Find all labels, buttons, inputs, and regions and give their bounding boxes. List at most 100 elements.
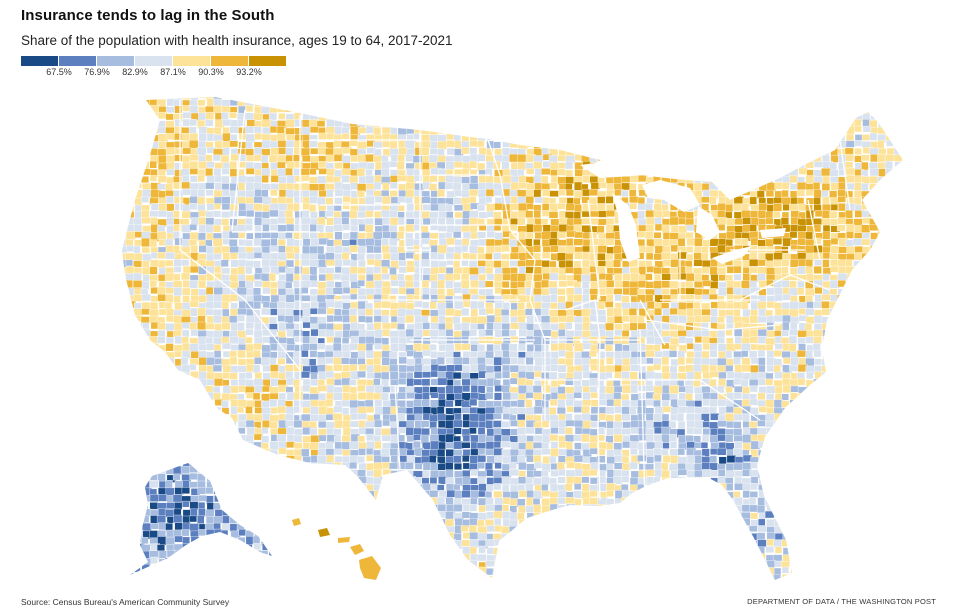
county-cell [901, 406, 903, 416]
county-cell [270, 218, 279, 225]
county-cell [270, 97, 279, 98]
county-cell [405, 288, 416, 296]
county-cell [837, 385, 848, 392]
county-cell [861, 357, 871, 366]
county-cell [470, 378, 479, 386]
county-cell [885, 329, 895, 338]
county-cell [157, 231, 167, 240]
county-cell [189, 300, 200, 308]
county-cell [885, 112, 893, 119]
county-cell [813, 154, 822, 162]
county-cell [278, 189, 287, 198]
county-cell [902, 274, 903, 282]
county-cell [198, 421, 208, 428]
county-cell [438, 104, 449, 114]
county-cell [837, 259, 847, 268]
county-cell [845, 167, 856, 176]
county-cell [605, 273, 613, 281]
county-cell [518, 119, 528, 127]
legend-tick-label: 76.9% [84, 67, 110, 77]
county-cell [870, 435, 879, 443]
county-cell [141, 400, 152, 408]
county-cell [334, 162, 343, 170]
county-cell [733, 113, 743, 121]
county-cell [309, 336, 318, 345]
county-cell [326, 168, 336, 177]
county-cell [725, 113, 735, 121]
county-cell [661, 252, 672, 260]
county-cell [421, 113, 431, 122]
county-cell [293, 391, 304, 401]
county-cell [516, 106, 526, 114]
county-cell [614, 147, 623, 156]
county-cell [534, 259, 543, 267]
county-cell [741, 126, 751, 134]
county-cell [678, 134, 687, 142]
county-cell [349, 98, 358, 107]
county-cell [581, 259, 591, 269]
county-cell [701, 266, 710, 274]
county-cell [325, 414, 334, 421]
county-cell [877, 259, 886, 267]
county-cell [333, 224, 344, 232]
county-cell [630, 127, 640, 135]
county-cell [605, 337, 614, 345]
county-cell [614, 358, 624, 366]
county-cell [422, 106, 432, 114]
county-cell [301, 155, 312, 162]
county-cell [829, 428, 840, 436]
county-cell [900, 420, 903, 430]
county-cell [726, 161, 737, 170]
county-cell [765, 118, 773, 127]
county-cell [269, 351, 278, 359]
county-cell [782, 224, 791, 233]
county-cell [902, 386, 903, 395]
county-cell [701, 105, 710, 113]
county-cell [213, 134, 224, 142]
county-cell [846, 125, 855, 135]
county-cell [662, 133, 672, 143]
county-cell [205, 217, 215, 226]
county-cell [150, 351, 158, 361]
county-cell [122, 349, 129, 357]
county-cell [565, 113, 576, 122]
county-cell [229, 315, 238, 324]
county-cell [573, 316, 583, 323]
county-cell [134, 336, 144, 345]
county-cell [788, 343, 797, 353]
county-cell [245, 197, 255, 205]
county-cell [622, 98, 631, 106]
county-cell [221, 267, 231, 275]
county-cell [589, 188, 599, 196]
county-cell [605, 253, 614, 261]
county-cell [564, 427, 573, 435]
county-cell [341, 155, 351, 164]
county-cell [334, 197, 343, 205]
county-cell [870, 309, 878, 318]
county-cell [845, 153, 854, 162]
county-cell [350, 218, 359, 227]
county-cell [869, 372, 879, 379]
county-cell [749, 266, 759, 274]
county-cell [165, 106, 176, 113]
county-cell [757, 377, 766, 386]
county-cell [122, 133, 129, 141]
county-cell [757, 134, 767, 144]
county-cell [517, 133, 527, 140]
county-cell [158, 308, 167, 316]
county-cell [861, 259, 872, 267]
county-cell [126, 343, 134, 351]
county-cell [142, 358, 153, 366]
county-cell [309, 350, 318, 358]
county-cell [877, 176, 886, 186]
county-cell [724, 413, 735, 422]
county-cell [188, 126, 197, 134]
county-cell [309, 343, 318, 351]
county-cell [765, 154, 774, 163]
county-cell [189, 175, 198, 183]
county-cell [430, 120, 439, 129]
county-cell [181, 141, 190, 149]
county-cell [230, 134, 238, 141]
county-cell [517, 419, 526, 428]
county-cell [230, 427, 238, 436]
